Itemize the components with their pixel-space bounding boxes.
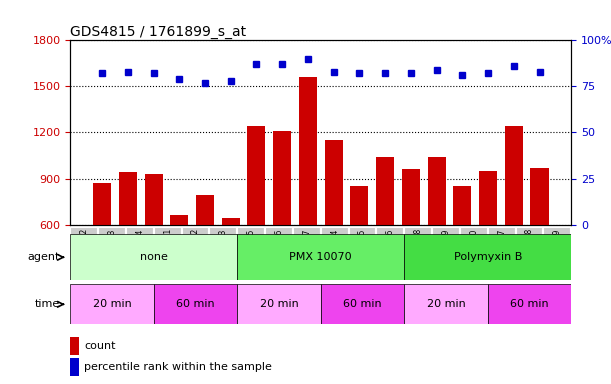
Bar	[247, 126, 265, 225]
Text: GSM770870: GSM770870	[469, 228, 478, 275]
Bar	[321, 227, 349, 280]
Bar	[376, 157, 394, 225]
Bar	[543, 227, 571, 280]
Bar	[505, 126, 523, 225]
Text: GSM770875: GSM770875	[358, 228, 367, 275]
Text: percentile rank within the sample: percentile rank within the sample	[84, 362, 272, 372]
Bar	[222, 218, 240, 225]
Bar	[402, 169, 420, 225]
Bar	[488, 284, 571, 324]
Bar	[170, 215, 188, 225]
Text: GSM770867: GSM770867	[302, 228, 312, 275]
Text: Polymyxin B: Polymyxin B	[453, 252, 522, 262]
Text: GSM770874: GSM770874	[330, 228, 339, 275]
Bar	[98, 227, 126, 280]
Text: GSM770863: GSM770863	[108, 228, 117, 275]
Bar	[237, 227, 265, 280]
Bar	[70, 227, 98, 280]
Text: 60 min: 60 min	[176, 299, 215, 310]
Bar	[530, 168, 549, 225]
Text: GSM770864: GSM770864	[136, 228, 144, 275]
Text: GDS4815 / 1761899_s_at: GDS4815 / 1761899_s_at	[70, 25, 246, 39]
Bar	[376, 227, 404, 280]
Text: agent: agent	[28, 252, 60, 262]
Bar	[265, 227, 293, 280]
Text: 20 min: 20 min	[426, 299, 466, 310]
Bar	[432, 227, 460, 280]
Bar	[181, 227, 210, 280]
Bar	[70, 358, 79, 376]
Bar	[126, 227, 154, 280]
Bar	[324, 140, 343, 225]
Bar	[237, 284, 321, 324]
Bar	[428, 157, 445, 225]
Bar	[404, 234, 571, 280]
Bar	[196, 195, 214, 225]
Text: GSM770873: GSM770873	[219, 228, 228, 275]
Bar	[479, 171, 497, 225]
Bar	[70, 284, 154, 324]
Bar	[273, 131, 291, 225]
Text: GSM770871: GSM770871	[163, 228, 172, 275]
Text: GSM770865: GSM770865	[247, 228, 255, 275]
Bar	[404, 227, 432, 280]
Bar	[299, 77, 317, 225]
Text: GSM770872: GSM770872	[191, 228, 200, 275]
Text: GSM770876: GSM770876	[386, 228, 395, 275]
Bar	[460, 227, 488, 280]
Text: GSM770869: GSM770869	[442, 228, 450, 275]
Text: PMX 10070: PMX 10070	[290, 252, 352, 262]
Text: 60 min: 60 min	[510, 299, 549, 310]
Bar	[237, 234, 404, 280]
Bar	[70, 234, 237, 280]
Text: GSM770877: GSM770877	[497, 228, 506, 275]
Bar	[145, 174, 163, 225]
Bar	[119, 172, 137, 225]
Bar	[210, 227, 237, 280]
Text: GSM770866: GSM770866	[274, 228, 284, 275]
Text: GSM770879: GSM770879	[553, 228, 562, 275]
Bar	[404, 284, 488, 324]
Text: GSM770862: GSM770862	[79, 228, 89, 275]
Bar	[321, 284, 404, 324]
Text: GSM770868: GSM770868	[414, 228, 423, 275]
Text: 60 min: 60 min	[343, 299, 382, 310]
Bar	[93, 183, 111, 225]
Bar	[349, 227, 376, 280]
Bar	[516, 227, 543, 280]
Text: count: count	[84, 341, 116, 351]
Bar	[453, 186, 471, 225]
Bar	[154, 227, 181, 280]
Bar	[488, 227, 516, 280]
Text: GSM770878: GSM770878	[525, 228, 534, 275]
Text: 20 min: 20 min	[93, 299, 131, 310]
Text: none: none	[140, 252, 167, 262]
Bar	[350, 186, 368, 225]
Bar	[293, 227, 321, 280]
Bar	[70, 337, 79, 355]
Text: time: time	[35, 299, 60, 310]
Bar	[154, 284, 237, 324]
Text: 20 min: 20 min	[260, 299, 298, 310]
